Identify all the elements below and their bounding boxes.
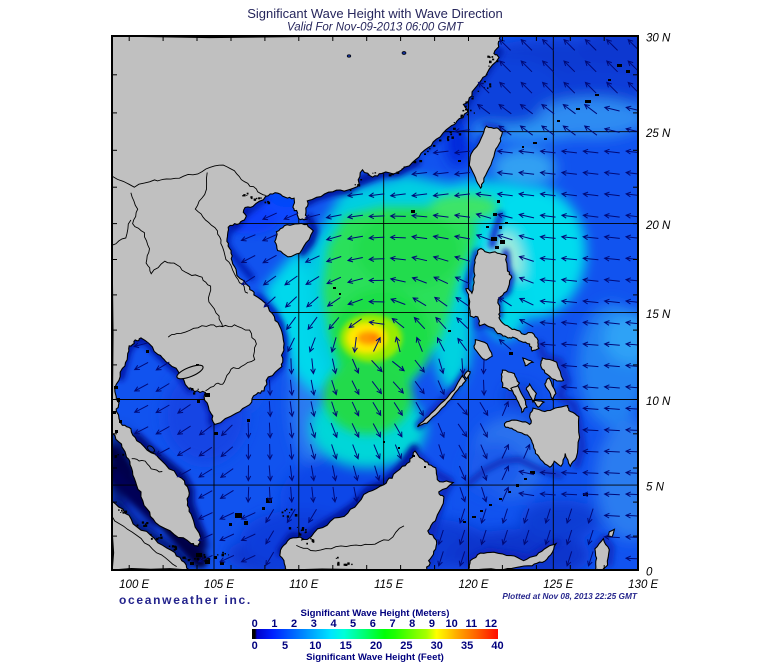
svg-text:10: 10 — [445, 618, 457, 630]
svg-text:oceanweather inc.: oceanweather inc. — [119, 593, 252, 607]
svg-text:Significant Wave Height (Feet): Significant Wave Height (Feet) — [306, 652, 444, 663]
svg-text:5 N: 5 N — [646, 482, 665, 494]
svg-text:10 N: 10 N — [646, 396, 671, 408]
svg-text:30 N: 30 N — [646, 33, 671, 45]
svg-text:9: 9 — [429, 618, 435, 630]
svg-text:Significant Wave Height with W: Significant Wave Height with Wave Direct… — [247, 6, 503, 21]
svg-text:15 N: 15 N — [646, 309, 671, 321]
svg-text:6: 6 — [370, 618, 376, 630]
svg-text:Significant Wave Height (Meter: Significant Wave Height (Meters) — [301, 608, 450, 619]
svg-text:12: 12 — [485, 618, 497, 630]
svg-text:0: 0 — [252, 618, 258, 630]
svg-text:Plotted at Nov 08, 2013 22:25: Plotted at Nov 08, 2013 22:25 GMT — [502, 591, 638, 601]
svg-text:0: 0 — [252, 640, 258, 652]
svg-text:5: 5 — [350, 618, 356, 630]
svg-text:25: 25 — [400, 640, 412, 652]
svg-text:110 E: 110 E — [289, 579, 319, 591]
svg-text:8: 8 — [409, 618, 415, 630]
svg-text:105 E: 105 E — [204, 579, 234, 591]
svg-text:20: 20 — [370, 640, 382, 652]
svg-text:4: 4 — [330, 618, 337, 630]
svg-text:35: 35 — [461, 640, 473, 652]
svg-text:5: 5 — [282, 640, 288, 652]
svg-text:20 N: 20 N — [645, 220, 671, 232]
svg-text:130 E: 130 E — [628, 579, 658, 591]
svg-text:10: 10 — [309, 640, 321, 652]
svg-text:115 E: 115 E — [374, 579, 404, 591]
svg-text:125 E: 125 E — [543, 579, 573, 591]
svg-text:120 E: 120 E — [458, 579, 488, 591]
svg-text:3: 3 — [311, 618, 317, 630]
svg-text:Valid For Nov-09-2013 06:00 GM: Valid For Nov-09-2013 06:00 GMT — [287, 22, 464, 34]
svg-text:2: 2 — [291, 618, 297, 630]
svg-text:1: 1 — [271, 618, 277, 630]
svg-text:11: 11 — [465, 618, 477, 630]
svg-text:0: 0 — [646, 567, 653, 579]
svg-text:7: 7 — [389, 618, 395, 630]
svg-text:40: 40 — [491, 640, 503, 652]
svg-text:100 E: 100 E — [119, 579, 149, 591]
svg-text:25 N: 25 N — [645, 128, 671, 140]
svg-text:30: 30 — [431, 640, 443, 652]
svg-text:15: 15 — [340, 640, 352, 652]
